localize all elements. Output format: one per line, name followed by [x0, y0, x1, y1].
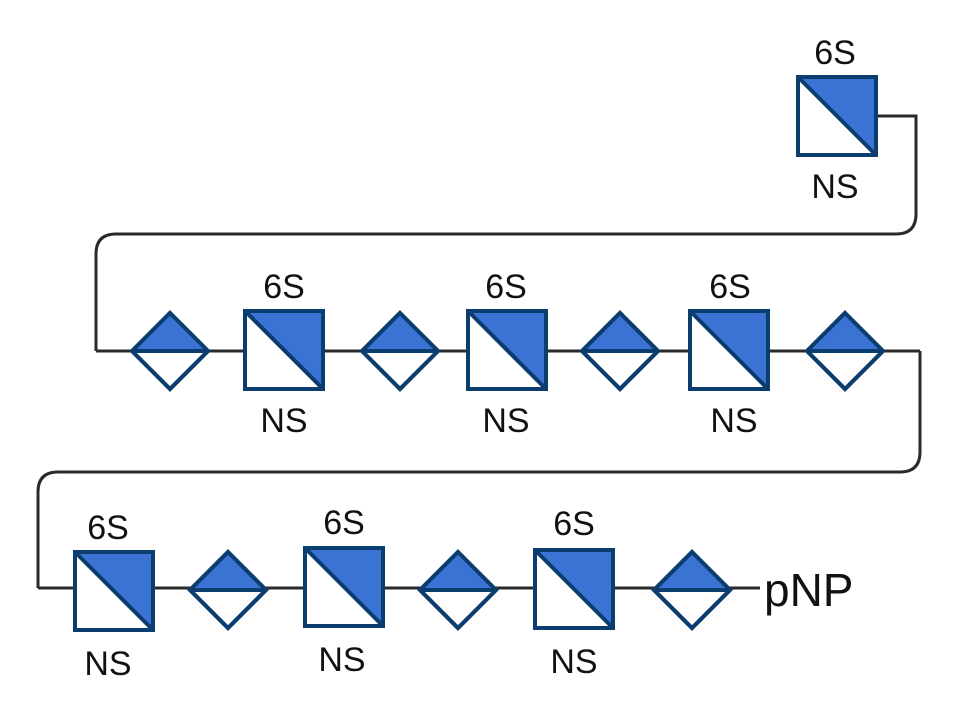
diamond-fill — [807, 313, 883, 351]
sulfation-label-ns: NS — [260, 402, 307, 440]
sulfation-label-6s: 6S — [87, 509, 129, 547]
diamond-border — [579, 310, 661, 392]
square-border — [688, 309, 770, 391]
diamond-fill — [582, 313, 658, 351]
square-residue-1: 6S NS — [796, 34, 878, 206]
sulfation-label-ns: NS — [811, 168, 858, 206]
sulfation-label-6s: 6S — [709, 268, 751, 306]
diamond-border — [417, 549, 499, 631]
square-divider — [688, 309, 770, 391]
sulfation-label-6s: 6S — [263, 268, 305, 306]
square-border — [243, 309, 325, 391]
diamond-border — [129, 310, 211, 392]
sulfation-label-ns: NS — [318, 641, 365, 679]
backbone-links — [36, 114, 922, 590]
square-residue-5: 6S NS — [73, 509, 155, 683]
diamond-residue-6 — [417, 549, 499, 631]
sulfation-label-ns: NS — [482, 402, 529, 440]
square-divider — [243, 309, 325, 391]
diamond-residue-2 — [359, 310, 441, 392]
sulfation-label-ns: NS — [710, 402, 757, 440]
diamond-fill — [362, 313, 438, 351]
square-residue-7: 6S NS — [533, 505, 615, 681]
diamond-fill — [654, 552, 730, 590]
diamond-fill — [132, 313, 208, 351]
square-divider — [533, 548, 615, 630]
sulfation-label-6s: 6S — [485, 268, 527, 306]
square-residue-2: 6S NS — [243, 268, 325, 440]
terminal-label: pNP — [764, 564, 853, 616]
square-divider — [796, 75, 878, 157]
sulfation-label-ns: NS — [84, 645, 131, 683]
diamond-border — [359, 310, 441, 392]
square-border — [303, 546, 385, 628]
square-divider — [303, 546, 385, 628]
square-residue-6: 6S NS — [303, 504, 385, 679]
diamond-fill — [190, 552, 266, 590]
link-top-to-middle — [94, 114, 918, 351]
square-border — [796, 75, 878, 157]
sulfation-label-ns: NS — [550, 643, 597, 681]
diamond-residue-4 — [804, 310, 886, 392]
square-residue-3: 6S NS — [466, 268, 548, 440]
diamond-border — [651, 549, 733, 631]
diamond-residue-7 — [651, 549, 733, 631]
sulfation-label-6s: 6S — [814, 34, 856, 72]
sulfation-label-6s: 6S — [553, 505, 595, 543]
square-residue-4: 6S NS — [688, 268, 770, 440]
square-border — [466, 309, 548, 391]
square-divider — [73, 550, 155, 632]
square-border — [73, 550, 155, 632]
sulfation-label-6s: 6S — [323, 504, 365, 542]
diamond-residue-1 — [129, 310, 211, 392]
diamond-residue-5 — [187, 549, 269, 631]
link-middle-to-bottom — [36, 351, 922, 588]
diamond-border — [187, 549, 269, 631]
diamond-residue-3 — [579, 310, 661, 392]
diamond-border — [804, 310, 886, 392]
square-border — [533, 548, 615, 630]
diamond-fill — [420, 552, 496, 590]
square-divider — [466, 309, 548, 391]
